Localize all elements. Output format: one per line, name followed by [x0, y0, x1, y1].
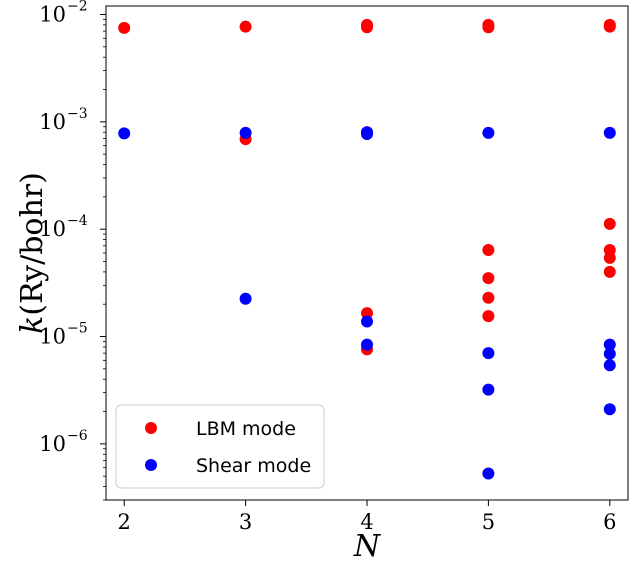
point-shear	[361, 338, 373, 351]
x-tick-label: 3	[239, 510, 252, 534]
legend-marker-lbm	[145, 422, 157, 434]
point-lbm	[482, 291, 495, 304]
point-shear	[482, 383, 495, 396]
point-shear	[361, 128, 373, 141]
legend-marker-shear	[145, 459, 157, 471]
x-tick-label: 5	[482, 510, 495, 534]
y-axis-label-symbol: k	[15, 316, 50, 334]
y-tick-exponent: −6	[67, 428, 88, 444]
y-tick-exponent: −2	[67, 0, 88, 14]
y-tick-exponent: −5	[67, 321, 88, 337]
point-lbm	[482, 272, 495, 285]
point-shear	[603, 338, 616, 351]
point-shear	[118, 127, 131, 140]
y-tick-label: 10	[39, 432, 66, 456]
y-tick-exponent: −3	[67, 106, 88, 122]
y-tick-label: 10	[39, 217, 66, 241]
y-tick-base: 10	[39, 325, 66, 349]
point-lbm	[603, 217, 616, 230]
point-lbm	[361, 307, 373, 320]
y-tick-base: 10	[39, 2, 66, 26]
point-shear	[603, 126, 616, 139]
point-shear	[361, 315, 373, 328]
y-minor-ticks	[103, 19, 106, 501]
y-tick-label: 10	[39, 2, 66, 26]
legend-label-lbm: LBM mode	[196, 418, 296, 440]
point-shear	[482, 467, 495, 480]
point-lbm	[603, 265, 616, 278]
point-lbm	[361, 21, 373, 34]
point-lbm	[603, 20, 616, 33]
y-tick-base: 10	[39, 217, 66, 241]
point-lbm	[118, 21, 131, 34]
y-tick-exponent: −4	[67, 213, 88, 229]
y-tick-base: 10	[39, 110, 66, 134]
point-shear	[603, 403, 616, 416]
x-tick-label: 4	[360, 510, 373, 534]
point-lbm	[603, 251, 616, 264]
legend-label-shear: Shear mode	[196, 455, 311, 477]
y-tick-base: 10	[39, 432, 66, 456]
point-lbm	[239, 20, 252, 33]
point-shear	[239, 126, 252, 139]
data-points	[118, 18, 616, 480]
point-shear	[482, 126, 495, 139]
point-lbm	[482, 310, 495, 323]
x-tick-label: 2	[118, 510, 131, 534]
point-shear	[482, 347, 495, 360]
legend: LBM mode Shear mode	[115, 404, 325, 489]
point-shear	[603, 359, 616, 372]
y-axis-label: k(Ry/bohr)	[15, 172, 50, 334]
y-axis-label-units: (Ry/bohr)	[15, 172, 50, 315]
y-tick-label: 10	[39, 325, 66, 349]
x-axis-ticks: 2 3 4 5 6	[118, 500, 616, 534]
point-shear	[603, 347, 616, 360]
point-shear	[239, 292, 252, 305]
y-axis-ticks: 10−610−510−410−310−2	[39, 0, 106, 456]
point-lbm	[482, 21, 495, 34]
legend-frame	[115, 404, 325, 489]
y-tick-label: 10	[39, 110, 66, 134]
point-lbm	[482, 243, 495, 256]
x-tick-label: 6	[603, 510, 616, 534]
x-axis-label: N	[353, 529, 382, 564]
